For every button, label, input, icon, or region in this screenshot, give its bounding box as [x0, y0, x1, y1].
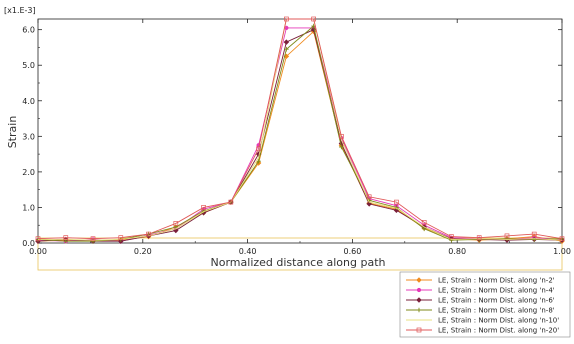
legend-label: LE, Strain : Norm Dist. along 'n-20' — [438, 327, 559, 335]
legend-label: LE, Strain : Norm Dist. along 'n-2' — [438, 277, 555, 285]
series-line — [37, 30, 563, 242]
y-multiplier-label: [x1.E-3] — [4, 6, 36, 15]
legend-label: LE, Strain : Norm Dist. along 'n-8' — [438, 307, 555, 315]
series-line — [38, 18, 563, 241]
series-group — [35, 16, 565, 242]
series-marker — [90, 238, 96, 244]
series-marker — [339, 144, 344, 150]
series-marker — [416, 297, 422, 303]
y-tick-label: 3.0 — [22, 132, 35, 141]
series-marker — [449, 234, 454, 239]
series-marker — [416, 277, 422, 283]
x-tick-label: 0.60 — [343, 247, 361, 256]
legend-label: LE, Strain : Norm Dist. along 'n-6' — [438, 297, 555, 305]
series-group — [35, 25, 565, 244]
series-marker — [63, 235, 69, 241]
series-marker — [90, 236, 96, 242]
series-marker — [256, 158, 261, 164]
series-marker — [173, 221, 179, 226]
series-marker — [311, 16, 316, 22]
y-tick-label: 2.0 — [22, 168, 35, 177]
series-marker — [394, 199, 399, 205]
series-marker — [310, 26, 317, 33]
highlight-band — [37, 237, 563, 271]
x-tick-label: 0.00 — [29, 247, 47, 256]
plot-frame — [37, 18, 563, 244]
series-marker — [256, 146, 261, 152]
x-axis-title: Normalized distance along path — [211, 256, 386, 269]
series-group — [35, 28, 565, 244]
x-tick-label: 1.00 — [553, 247, 571, 256]
series-marker — [283, 39, 290, 45]
series-marker — [366, 194, 372, 200]
series-marker — [531, 231, 537, 237]
legend: LE, Strain : Norm Dist. along 'n-2' LE, S… — [399, 271, 571, 338]
series-marker — [339, 133, 344, 139]
x-tick-label: 0.40 — [239, 247, 257, 256]
series-marker — [476, 235, 482, 241]
series-marker — [284, 16, 289, 22]
series-marker — [504, 236, 510, 242]
series-marker — [421, 220, 427, 225]
series-group — [35, 26, 565, 244]
series-layer — [35, 16, 565, 244]
series-marker — [284, 46, 289, 52]
series-marker — [559, 236, 565, 242]
legend-box — [399, 271, 571, 338]
y-tick-label: 0.0 — [22, 239, 35, 248]
y-axis-title: Strain — [6, 116, 19, 149]
legend-label: LE, Strain : Norm Dist. along 'n-4' — [438, 287, 555, 295]
series-group — [38, 18, 563, 241]
series-marker — [416, 287, 422, 293]
series-group — [35, 23, 565, 244]
series-line — [37, 25, 563, 242]
series-line — [37, 18, 563, 240]
y-tick-label: 1.0 — [22, 203, 35, 212]
legend-label: LE, Strain : Norm Dist. along 'n-10' — [438, 317, 559, 325]
x-tick-label: 0.20 — [134, 247, 152, 256]
y-tick-label: 6.0 — [22, 26, 35, 35]
series-marker — [35, 236, 41, 242]
series-line — [37, 29, 563, 242]
series-marker — [146, 231, 151, 237]
series-marker — [201, 205, 206, 210]
y-tick-label: 5.0 — [22, 61, 35, 70]
plot-frame-layer — [37, 18, 563, 271]
series-marker — [504, 233, 510, 239]
series-marker — [118, 235, 124, 241]
series-marker — [416, 327, 422, 333]
x-tick-label: 0.80 — [448, 247, 466, 256]
y-tick-label: 4.0 — [22, 97, 35, 106]
series-line — [37, 27, 563, 242]
series-marker — [531, 237, 537, 242]
series-marker — [228, 199, 234, 205]
series-marker — [416, 307, 422, 313]
axis-ticks: 0.0 1.0 2.0 3.0 4.0 5.0 6.0 0.00 0.20 0.40 0.60 0.8… — [22, 19, 571, 256]
